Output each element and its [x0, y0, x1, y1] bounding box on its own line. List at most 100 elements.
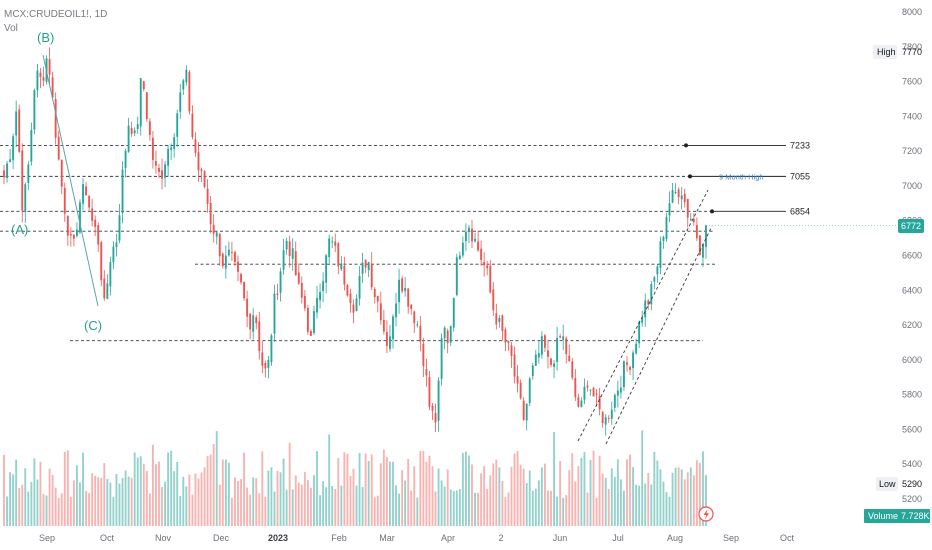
time-label-13: Oct	[780, 533, 795, 543]
candle-body	[173, 137, 176, 150]
last-price-tag	[898, 219, 924, 233]
candle-body	[69, 234, 72, 236]
time-axis[interactable]: Sep Oct Nov Dec 2023 Feb Mar Apr 2 Jun Jul Aug Sep Oc…	[39, 533, 795, 543]
volume-bar	[27, 491, 30, 526]
candle-body	[434, 413, 437, 423]
volume-bar	[270, 467, 273, 526]
candle-body	[550, 358, 552, 365]
candle-body	[124, 150, 127, 168]
volume-bar	[264, 496, 267, 526]
volume-bar	[392, 461, 394, 526]
volume-bar	[452, 491, 455, 526]
time-label-10: Jul	[612, 533, 624, 543]
candle-body	[6, 163, 8, 178]
volume-bar	[659, 469, 662, 526]
candle-body	[379, 303, 382, 321]
candle-body	[294, 251, 297, 276]
volume-bar	[686, 472, 689, 526]
candle-body	[531, 365, 534, 377]
candle-body	[48, 59, 51, 75]
volume-bar	[142, 463, 145, 526]
candle-body	[370, 263, 373, 288]
volume-bar	[24, 468, 27, 526]
volume-bar	[331, 486, 334, 526]
volume-bar	[458, 489, 461, 526]
candle-body	[352, 304, 355, 313]
candle-body	[373, 288, 376, 298]
volume-bar	[85, 491, 87, 526]
volume-bar	[130, 477, 133, 526]
candle-body	[316, 297, 318, 313]
volume-bar	[151, 444, 154, 526]
volume-bar	[483, 466, 486, 526]
candle-body	[237, 261, 239, 272]
candle-body	[158, 167, 160, 172]
candle-body	[507, 341, 510, 344]
candle-body	[291, 248, 294, 259]
candle-body	[15, 111, 18, 136]
candle-body	[382, 320, 385, 332]
volume-bar	[197, 478, 200, 526]
candle-body	[358, 276, 361, 299]
wave-label-a: (A)	[11, 222, 28, 237]
time-label-11: Aug	[667, 533, 683, 543]
volume-bar	[328, 434, 331, 526]
volume-bar	[586, 492, 589, 526]
volume-bar	[282, 458, 285, 526]
level-anchor-6854	[710, 209, 714, 214]
volume-bar	[513, 453, 516, 526]
volume-bar	[155, 464, 157, 526]
candle-body	[407, 288, 410, 307]
candle-body	[118, 215, 121, 241]
candle-body	[398, 279, 401, 303]
candle-body	[252, 315, 255, 332]
volume-bar	[100, 477, 103, 526]
candle-body	[635, 343, 638, 354]
candle-body	[422, 343, 425, 367]
candle-body	[103, 278, 106, 299]
volume-bar	[437, 468, 440, 526]
volume-bar	[619, 479, 622, 526]
candle-body	[650, 284, 653, 305]
volume-bar	[158, 461, 160, 526]
high-tag-box	[873, 45, 897, 59]
lightning-icon[interactable]	[698, 506, 714, 522]
volume-bar	[252, 477, 255, 526]
volume-bar	[249, 494, 252, 526]
candle-body	[644, 300, 647, 318]
volume-bar	[629, 454, 631, 526]
volume-bar	[267, 470, 270, 526]
candle-body	[604, 417, 607, 425]
volume-bar	[410, 490, 413, 526]
volume-bar	[480, 473, 483, 526]
candle-body	[148, 121, 151, 135]
candle-body	[513, 354, 516, 377]
price-tick-5400: 5400	[902, 459, 922, 469]
candle-body	[243, 281, 246, 299]
volume-bar	[212, 444, 215, 526]
volume-bar	[534, 488, 537, 526]
candle-body	[185, 69, 188, 83]
candle-body	[264, 362, 267, 369]
candle-body	[136, 124, 139, 129]
candle-body	[471, 228, 473, 242]
volume-bar	[39, 461, 42, 526]
volume-bar	[431, 466, 434, 526]
volume-bar	[246, 487, 249, 526]
volume-bar	[115, 473, 118, 526]
time-label-1: Oct	[100, 533, 115, 543]
candle-body	[626, 362, 628, 365]
symbol-title: MCX:CRUDEOIL1!, 1D	[4, 9, 107, 20]
level-value-6854: 6854	[790, 206, 810, 216]
candle-body	[39, 72, 42, 77]
candle-body	[60, 159, 63, 187]
volume-bar	[243, 452, 246, 526]
volume-bar	[638, 485, 641, 526]
volume-bar	[464, 451, 467, 526]
candle-body	[230, 251, 233, 253]
volume-bar	[382, 449, 385, 526]
volume-bar	[54, 487, 57, 526]
price-axis[interactable]: 8000780076007400720070006800660064006200…	[902, 7, 922, 504]
candle-body	[206, 188, 209, 204]
